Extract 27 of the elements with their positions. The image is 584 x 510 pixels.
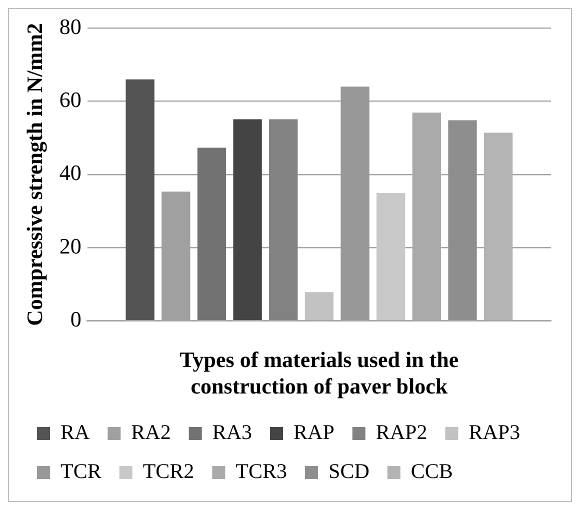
bar	[197, 148, 226, 320]
legend-label: TCR2	[142, 459, 194, 484]
bar	[376, 193, 406, 320]
y-axis-title: Compressive strength in N/mm2	[22, 22, 47, 326]
y-tick-label: 40	[59, 160, 82, 186]
bar	[340, 86, 370, 320]
bar	[126, 79, 154, 320]
y-tick-label: 80	[59, 14, 82, 39]
legend-label: RA	[60, 420, 91, 444]
y-tick-label: 60	[59, 87, 82, 112]
legend-label: SCD	[328, 459, 370, 484]
legend-label: RA2	[131, 420, 171, 444]
legend-label: RAP2	[376, 420, 428, 444]
legend-label: TCR3	[236, 459, 288, 484]
bar	[448, 120, 477, 320]
legend-label: CCB	[410, 459, 453, 484]
bar	[269, 119, 298, 320]
bar	[484, 132, 513, 320]
legend-label: RAP	[294, 420, 334, 444]
y-tick-label: 0	[70, 306, 82, 332]
legend-label: RA3	[212, 420, 252, 444]
y-tick-label: 20	[59, 233, 82, 258]
x-axis-title: Types of materials used in the construction of paver block	[180, 347, 459, 398]
legend-label: TCR	[60, 459, 102, 484]
bar	[233, 119, 262, 320]
bar	[304, 292, 334, 320]
legend-label: RAP3	[468, 420, 520, 444]
